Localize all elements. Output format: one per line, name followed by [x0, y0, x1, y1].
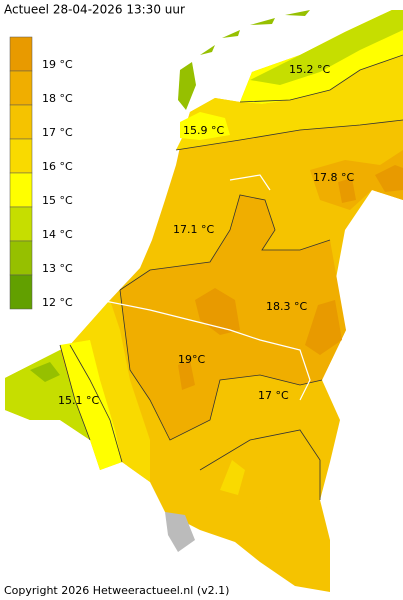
legend-swatch [9, 104, 33, 140]
legend-label: 19 °C [42, 58, 73, 71]
temperature-label: 17.1 °C [173, 223, 214, 236]
legend-swatch [9, 70, 33, 106]
zone-16 [176, 55, 403, 150]
temperature-label: 18.3 °C [266, 300, 307, 313]
legend-swatch [9, 138, 33, 174]
zone-19c [178, 360, 195, 390]
temperature-label: 17 °C [258, 389, 289, 402]
legend-swatch [9, 172, 33, 208]
temperature-label: 15.1 °C [58, 394, 99, 407]
legend-label: 13 °C [42, 262, 73, 275]
temperature-label: 15.2 °C [289, 63, 330, 76]
map [5, 10, 403, 592]
map-labels: 15.2 °C 15.9 °C 17.8 °C 17.1 °C 18.3 °C 19°C 1… [58, 63, 354, 407]
legend: 19 °C 18 °C 17 °C 16 °C 15 °C 14 °C 13 °C 12 °C [9, 36, 73, 310]
zone-16b [220, 460, 245, 495]
copyright: Copyright 2026 Hetweeractueel.nl (v2.1) [4, 584, 229, 597]
zone-17 [200, 430, 320, 520]
grey-area [165, 512, 195, 552]
legend-label: 15 °C [42, 194, 73, 207]
legend-label: 12 °C [42, 296, 73, 309]
legend-swatch [9, 36, 33, 72]
zone-14 [250, 10, 403, 85]
legend-label: 17 °C [42, 126, 73, 139]
legend-swatch [9, 206, 33, 242]
legend-label: 14 °C [42, 228, 73, 241]
zone-13w [30, 362, 60, 382]
islands [200, 10, 310, 55]
island-texel [178, 62, 196, 110]
temperature-label: 17.8 °C [313, 171, 354, 184]
zone-15w [60, 340, 122, 470]
header-title: Actueel 28-04-2026 13:30 uur [4, 3, 185, 17]
zone-15b [180, 112, 230, 140]
zone-19a [195, 288, 240, 335]
zone-18b [310, 150, 403, 210]
legend-label: 18 °C [42, 92, 73, 105]
legend-swatch [9, 274, 33, 310]
zone-19d [338, 165, 403, 203]
borders [99, 174, 311, 401]
temperature-label: 15.9 °C [183, 124, 224, 137]
legend-label: 16 °C [42, 160, 73, 173]
legend-swatch [9, 240, 33, 276]
contours [59, 54, 403, 500]
zone-14w [5, 350, 100, 470]
zone-19b [305, 300, 342, 355]
temperature-label: 19°C [178, 353, 205, 366]
